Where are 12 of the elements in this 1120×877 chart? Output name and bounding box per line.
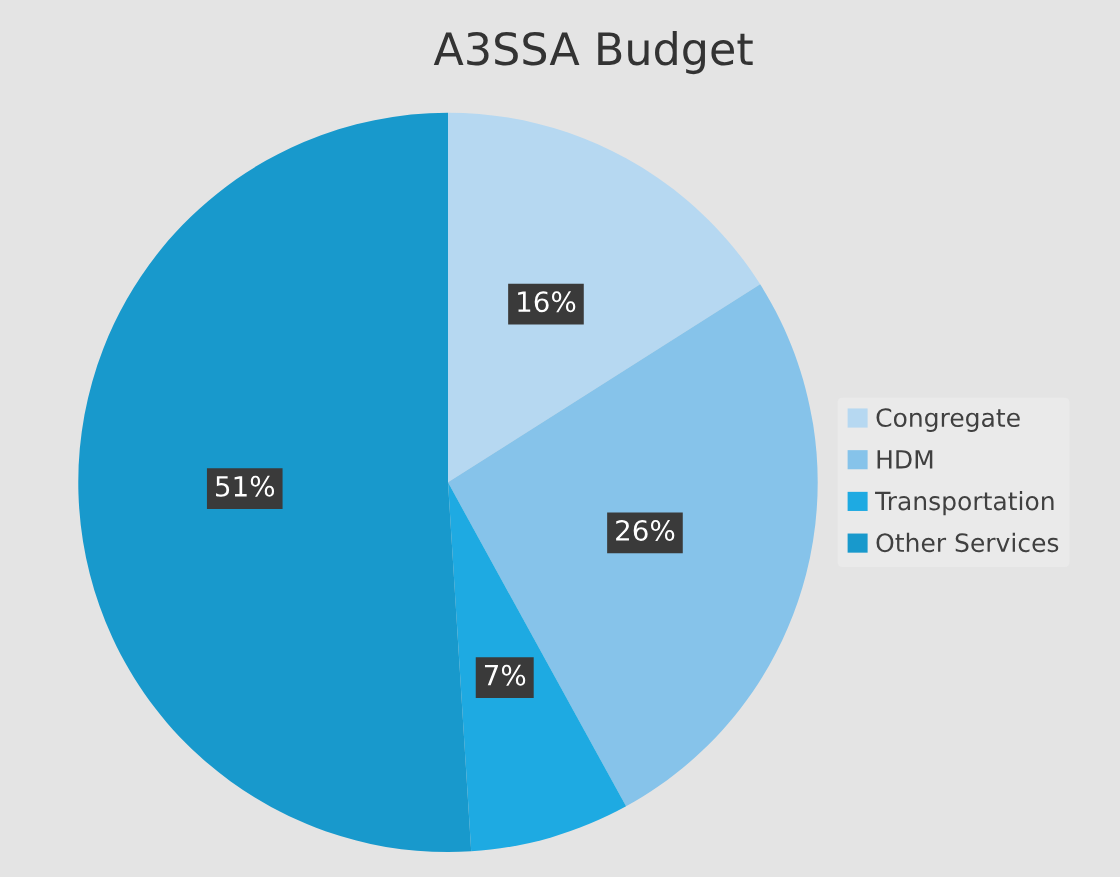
pie-slice <box>448 112 761 483</box>
legend-label: HDM <box>877 450 933 469</box>
legend-label: Transportation <box>875 491 1054 516</box>
pie-slice <box>448 284 818 807</box>
pie-slice <box>78 112 472 853</box>
data-label: 16% <box>518 291 576 313</box>
chart-title: A3SSA Budget <box>433 31 753 75</box>
legend-label: Other Services <box>876 532 1059 553</box>
legend-label: Congregate <box>876 408 1020 432</box>
data-label: 7% <box>484 664 526 686</box>
data-label: 51% <box>216 475 275 497</box>
data-label: 26% <box>616 519 675 541</box>
